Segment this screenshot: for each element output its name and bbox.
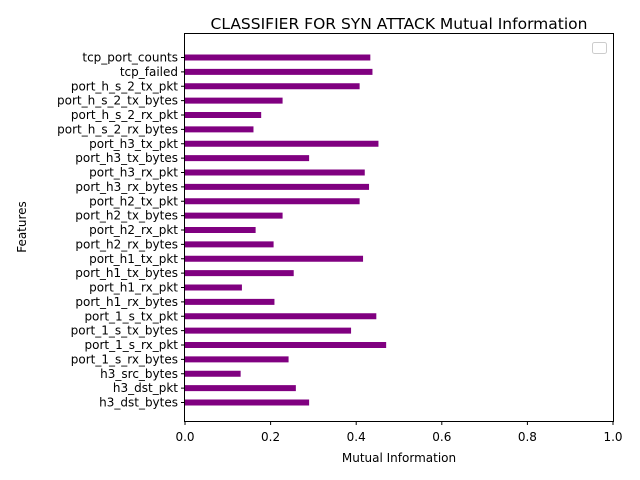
y-tick-label: port_h3_rx_bytes — [75, 180, 178, 194]
bar-port_1_s_rx_pkt — [185, 342, 387, 348]
y-tick-label: port_h3_rx_pkt — [89, 166, 178, 180]
x-axis-label: Mutual Information — [342, 451, 456, 465]
bar-tcp_failed — [185, 68, 373, 75]
bar-port_h2_tx_bytes — [185, 212, 283, 219]
y-tick-label: port_h3_tx_pkt — [89, 137, 178, 151]
bar-port_h3_tx_pkt — [185, 140, 379, 147]
bar-tcp_port_counts — [185, 54, 371, 61]
bar-port_h1_tx_pkt — [185, 255, 364, 262]
y-tick-label: port_h2_tx_bytes — [75, 209, 178, 223]
y-tick-label: port_1_s_rx_bytes — [71, 352, 178, 366]
y-tick-label: h3_dst_bytes — [99, 396, 178, 410]
y-tick-label: port_h1_tx_bytes — [75, 266, 178, 280]
y-tick-label: port_h3_tx_bytes — [75, 151, 178, 165]
x-tick-label: 0.4 — [347, 430, 366, 444]
x-tick-label: 0.0 — [175, 430, 194, 444]
x-tick-label: 0.6 — [432, 430, 451, 444]
bar-port_h3_tx_bytes — [185, 155, 310, 162]
y-tick-label: port_h_s_2_tx_pkt — [71, 79, 178, 93]
y-tick-label: port_h_s_2_tx_bytes — [57, 94, 178, 108]
y-axis-label: Features — [15, 201, 29, 253]
bar-port_h1_rx_bytes — [185, 298, 275, 305]
y-tick-label: port_h2_rx_bytes — [75, 237, 178, 251]
y-axis: tcp_port_countstcp_failedport_h_s_2_tx_p… — [57, 51, 185, 410]
bars-group — [185, 54, 387, 406]
legend-box — [592, 42, 607, 54]
y-tick-label: port_1_s_tx_bytes — [71, 324, 178, 338]
bar-port_h1_tx_bytes — [185, 270, 294, 277]
bar-h3_dst_bytes — [185, 399, 310, 406]
x-axis: 0.0 0.2 0.4 0.6 0.8 1.0 — [175, 421, 623, 444]
chart-title: CLASSIFIER FOR SYN ATTACK Mutual Informa… — [211, 15, 588, 33]
y-tick-label: port_h1_rx_pkt — [89, 281, 178, 295]
y-tick-label: port_1_s_rx_pkt — [85, 338, 179, 352]
plot-frame — [184, 33, 614, 422]
bar-port_h2_rx_bytes — [185, 241, 274, 248]
y-tick-label: h3_dst_pkt — [113, 381, 178, 395]
bar-port_h_s_2_tx_bytes — [185, 97, 283, 104]
y-tick-label: h3_src_bytes — [100, 367, 178, 381]
y-tick-label: tcp_failed — [120, 65, 178, 79]
bar-port_h_s_2_rx_bytes — [185, 126, 254, 133]
bar-h3_dst_pkt — [185, 385, 296, 392]
bar-h3_src_bytes — [185, 370, 241, 377]
bar-port_h1_rx_pkt — [185, 284, 242, 291]
bar-port_h_s_2_tx_pkt — [185, 83, 360, 90]
y-tick-label: port_h1_rx_bytes — [75, 295, 178, 309]
bar-port_1_s_rx_bytes — [185, 356, 289, 363]
y-tick-label: port_1_s_tx_pkt — [84, 309, 178, 323]
bar-port_h_s_2_rx_pkt — [185, 112, 262, 118]
bar-port_h2_tx_pkt — [185, 198, 360, 205]
bar-port_h3_rx_bytes — [185, 183, 370, 190]
bar-port_h3_rx_pkt — [185, 169, 365, 176]
y-tick-label: tcp_port_counts — [82, 51, 178, 65]
y-tick-label: port_h1_tx_pkt — [89, 252, 178, 266]
x-tick-label: 1.0 — [603, 430, 622, 444]
y-tick-label: port_h_s_2_rx_pkt — [71, 108, 178, 122]
y-tick-label: port_h_s_2_rx_bytes — [57, 122, 178, 136]
x-tick-label: 0.8 — [518, 430, 537, 444]
x-tick-label: 0.2 — [261, 430, 280, 444]
y-tick-label: port_h2_tx_pkt — [89, 194, 178, 208]
bar-port_1_s_tx_bytes — [185, 327, 352, 334]
bar-port_1_s_tx_pkt — [185, 313, 377, 320]
y-tick-label: port_h2_rx_pkt — [89, 223, 178, 237]
bar-port_h2_rx_pkt — [185, 227, 256, 233]
